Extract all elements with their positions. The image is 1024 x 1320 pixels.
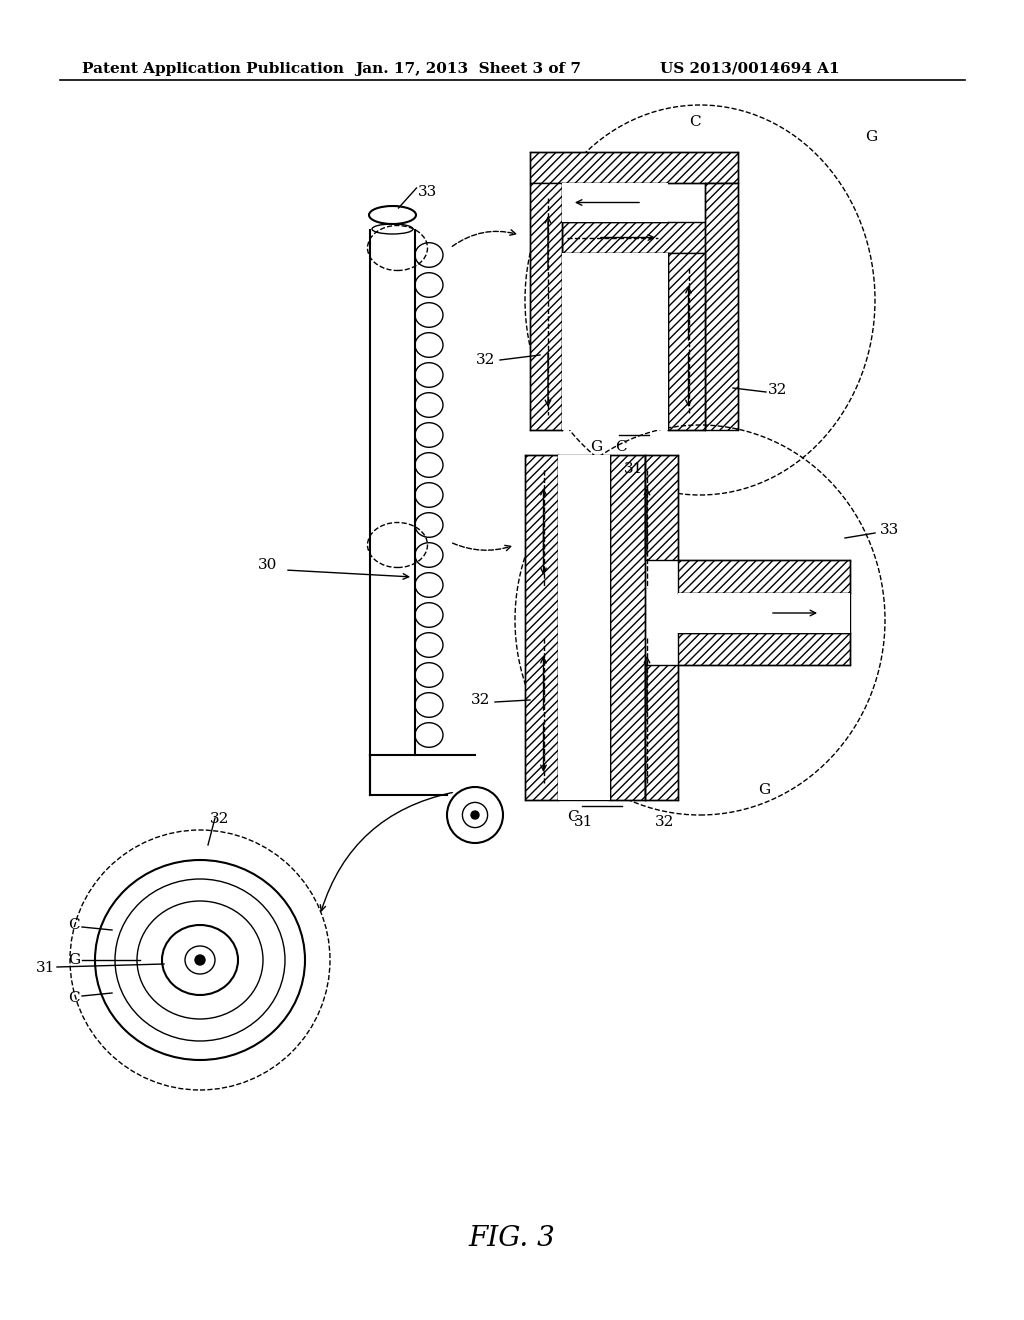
Text: C: C xyxy=(567,810,579,824)
Ellipse shape xyxy=(415,723,443,747)
Text: FIG. 3: FIG. 3 xyxy=(469,1225,555,1251)
Ellipse shape xyxy=(415,573,443,597)
Ellipse shape xyxy=(415,483,443,507)
Bar xyxy=(530,152,738,183)
Text: 31: 31 xyxy=(36,961,55,975)
Bar xyxy=(705,183,738,430)
Bar xyxy=(610,455,645,800)
Text: C: C xyxy=(689,115,700,129)
Text: 31: 31 xyxy=(574,814,594,829)
Bar xyxy=(530,183,562,430)
Text: 32: 32 xyxy=(471,693,490,708)
Ellipse shape xyxy=(162,925,238,995)
Ellipse shape xyxy=(415,693,443,717)
Ellipse shape xyxy=(415,543,443,568)
Text: 33: 33 xyxy=(880,523,899,537)
Circle shape xyxy=(195,954,205,965)
Text: 32: 32 xyxy=(768,383,787,397)
Ellipse shape xyxy=(115,879,285,1041)
Ellipse shape xyxy=(415,273,443,297)
Text: Patent Application Publication: Patent Application Publication xyxy=(82,62,344,77)
Ellipse shape xyxy=(185,946,215,974)
Text: C: C xyxy=(69,991,80,1005)
Circle shape xyxy=(447,787,503,843)
Bar xyxy=(558,455,610,800)
Text: G: G xyxy=(68,953,80,968)
Bar xyxy=(562,253,668,430)
Text: Jan. 17, 2013  Sheet 3 of 7: Jan. 17, 2013 Sheet 3 of 7 xyxy=(355,62,581,77)
Text: 31: 31 xyxy=(624,462,643,477)
Ellipse shape xyxy=(415,632,443,657)
Bar xyxy=(562,183,668,222)
Bar xyxy=(562,222,738,253)
Bar xyxy=(678,560,850,593)
Ellipse shape xyxy=(415,603,443,627)
Text: US 2013/0014694 A1: US 2013/0014694 A1 xyxy=(660,62,840,77)
Text: 32: 32 xyxy=(475,352,495,367)
Ellipse shape xyxy=(415,663,443,688)
Text: 33: 33 xyxy=(418,185,437,199)
Ellipse shape xyxy=(415,243,443,267)
Ellipse shape xyxy=(415,302,443,327)
Text: G: G xyxy=(865,129,878,144)
Text: 32: 32 xyxy=(210,812,229,826)
Ellipse shape xyxy=(415,392,443,417)
Ellipse shape xyxy=(415,422,443,447)
Ellipse shape xyxy=(415,363,443,387)
Bar xyxy=(645,665,678,800)
Bar xyxy=(678,593,850,634)
Text: G: G xyxy=(590,440,602,454)
Bar xyxy=(668,253,705,430)
Text: 30: 30 xyxy=(258,558,278,572)
Text: G: G xyxy=(758,783,770,797)
Bar xyxy=(645,455,678,560)
Ellipse shape xyxy=(415,333,443,358)
Ellipse shape xyxy=(415,453,443,478)
Ellipse shape xyxy=(415,512,443,537)
Circle shape xyxy=(471,810,479,818)
Bar xyxy=(678,634,850,665)
Bar xyxy=(525,455,558,800)
Text: 32: 32 xyxy=(655,814,675,829)
Text: C: C xyxy=(69,917,80,932)
Text: C: C xyxy=(615,440,627,454)
Ellipse shape xyxy=(95,861,305,1060)
Ellipse shape xyxy=(137,902,263,1019)
